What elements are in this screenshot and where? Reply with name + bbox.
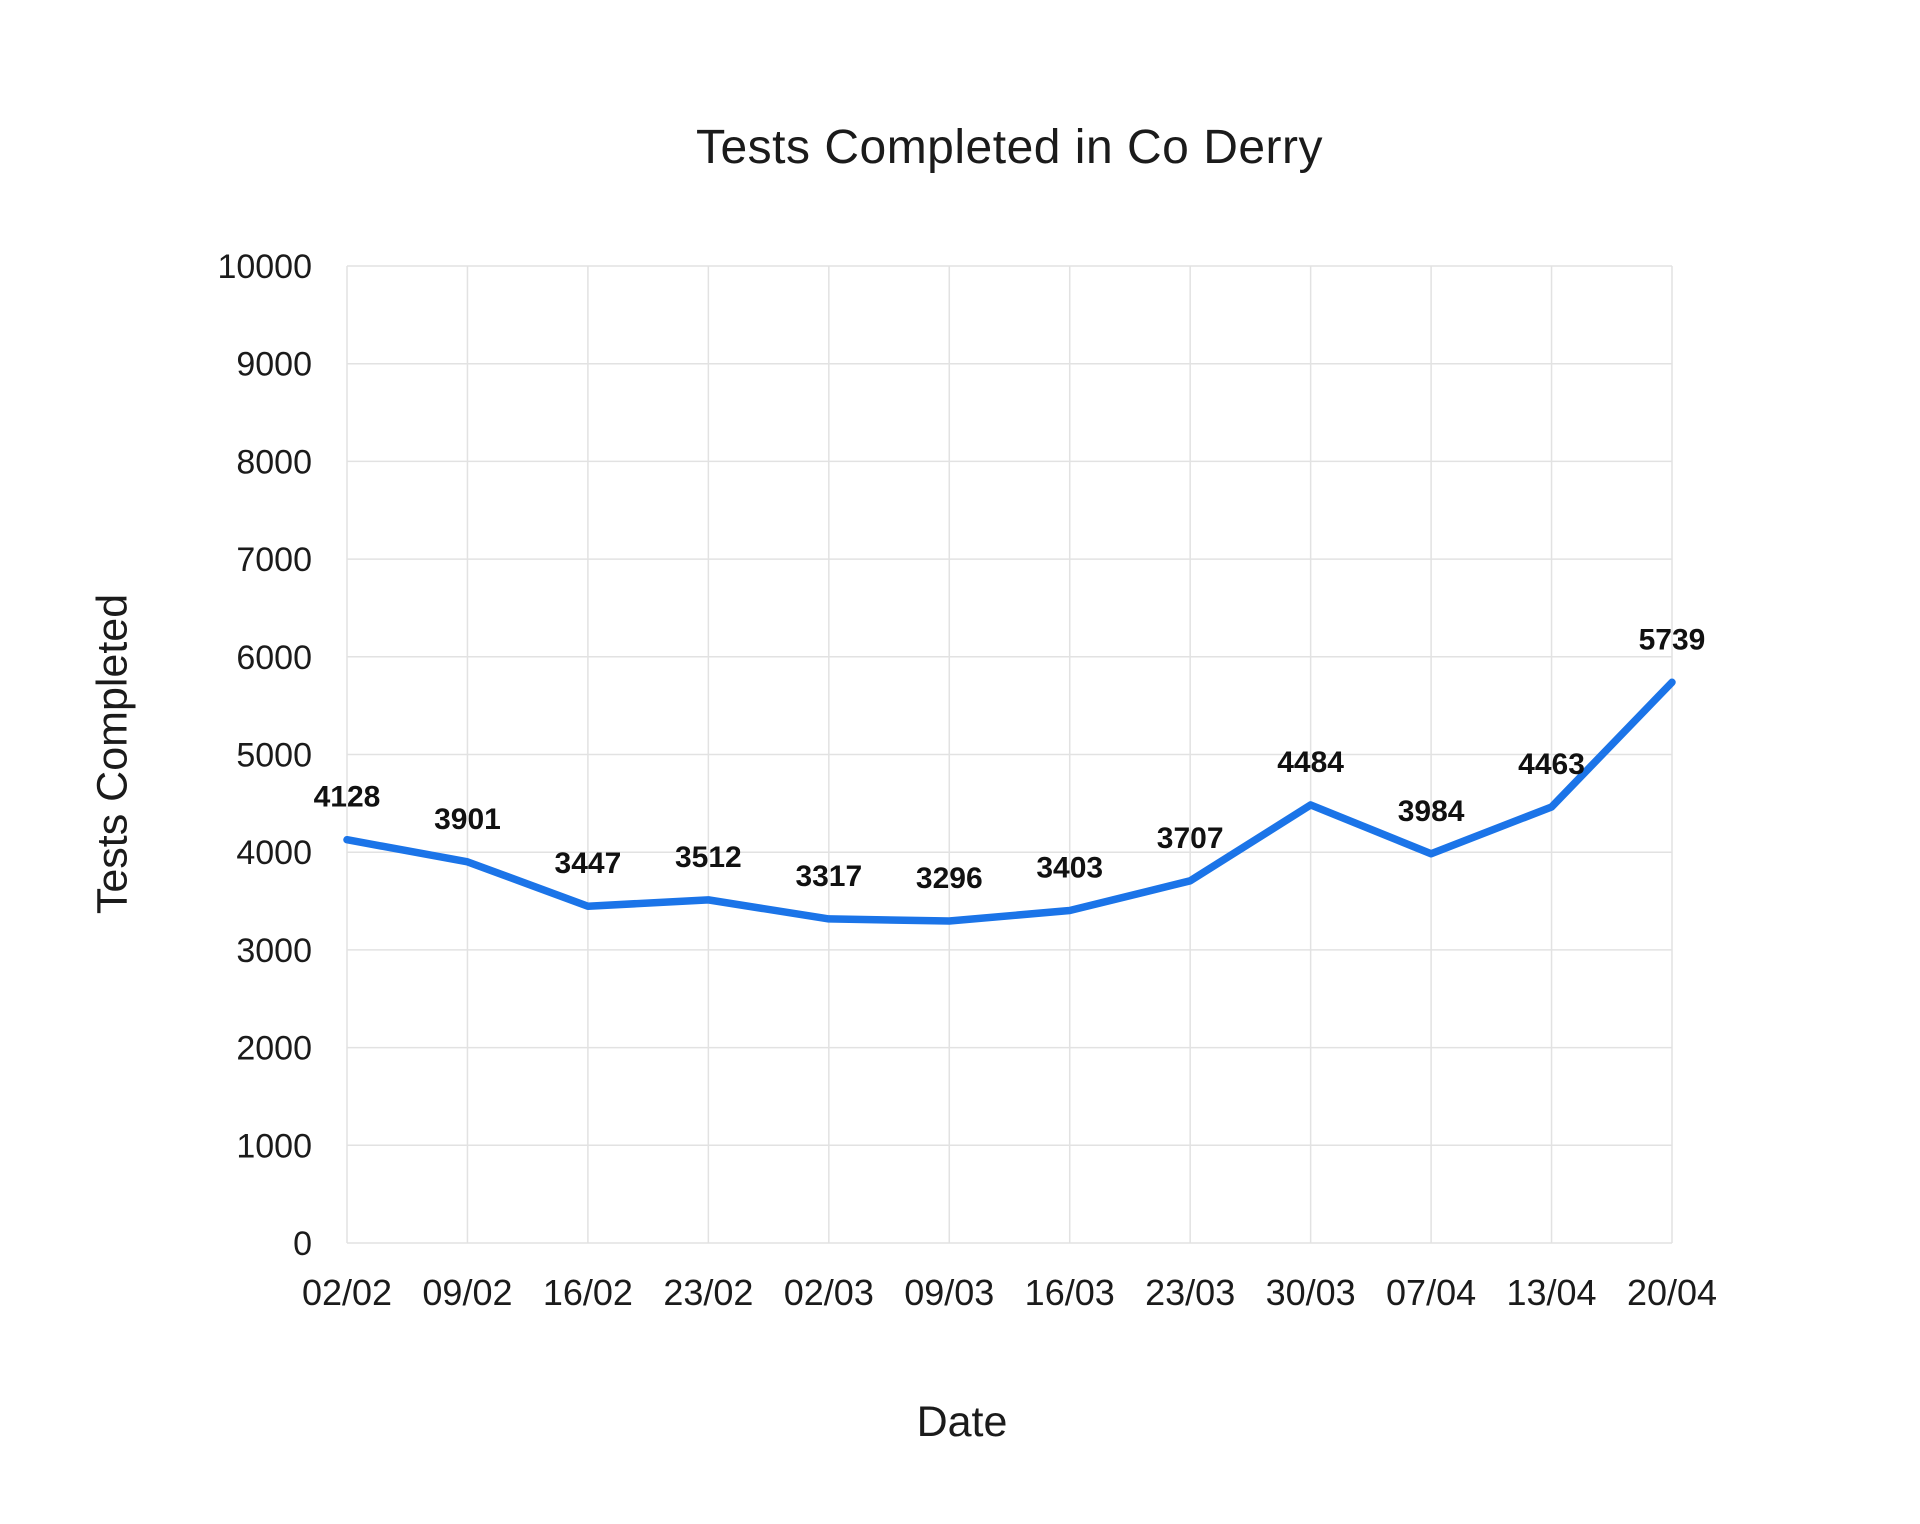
data-point-label: 3901 (434, 803, 501, 836)
data-point-label: 3317 (795, 860, 862, 893)
data-point-label: 3512 (675, 841, 742, 874)
y-tick-label: 0 (293, 1225, 312, 1263)
y-tick-label: 4000 (236, 834, 312, 872)
y-tick-label: 8000 (236, 443, 312, 481)
y-tick-label: 9000 (236, 346, 312, 384)
data-point-label: 5739 (1639, 623, 1706, 656)
y-tick-label: 3000 (236, 932, 312, 970)
x-axis-title: Date (916, 1398, 1008, 1446)
data-point-label: 3447 (555, 847, 622, 880)
x-tick-label: 13/04 (1506, 1272, 1596, 1313)
x-tick-label: 30/03 (1266, 1272, 1356, 1313)
x-tick-label: 02/02 (302, 1272, 392, 1313)
data-point-label: 3707 (1157, 822, 1224, 855)
y-tick-label: 6000 (236, 639, 312, 677)
data-point-label: 3403 (1036, 852, 1103, 885)
y-tick-label: 5000 (236, 737, 312, 775)
x-tick-label: 07/04 (1386, 1272, 1476, 1313)
chart-title: Tests Completed in Co Derry (695, 121, 1324, 174)
x-tick-label: 20/04 (1627, 1272, 1717, 1313)
data-point-label: 4463 (1518, 748, 1585, 781)
x-tick-label: 23/03 (1145, 1272, 1235, 1313)
y-tick-label: 2000 (236, 1030, 312, 1068)
x-tick-label: 02/03 (784, 1272, 874, 1313)
data-point-label: 4128 (314, 781, 381, 814)
series-line (343, 678, 1676, 925)
data-point-label: 3984 (1398, 795, 1465, 828)
x-tick-label: 16/02 (543, 1272, 633, 1313)
y-tick-label: 7000 (236, 541, 312, 579)
x-tick-label: 09/02 (422, 1272, 512, 1313)
y-tick-label: 10000 (217, 248, 312, 286)
x-tick-label: 16/03 (1025, 1272, 1115, 1313)
x-tick-label: 23/02 (663, 1272, 753, 1313)
y-tick-label: 1000 (236, 1127, 312, 1165)
data-point-label: 4484 (1277, 746, 1344, 779)
x-tick-label: 09/03 (904, 1272, 994, 1313)
data-point-label: 3296 (916, 862, 983, 895)
